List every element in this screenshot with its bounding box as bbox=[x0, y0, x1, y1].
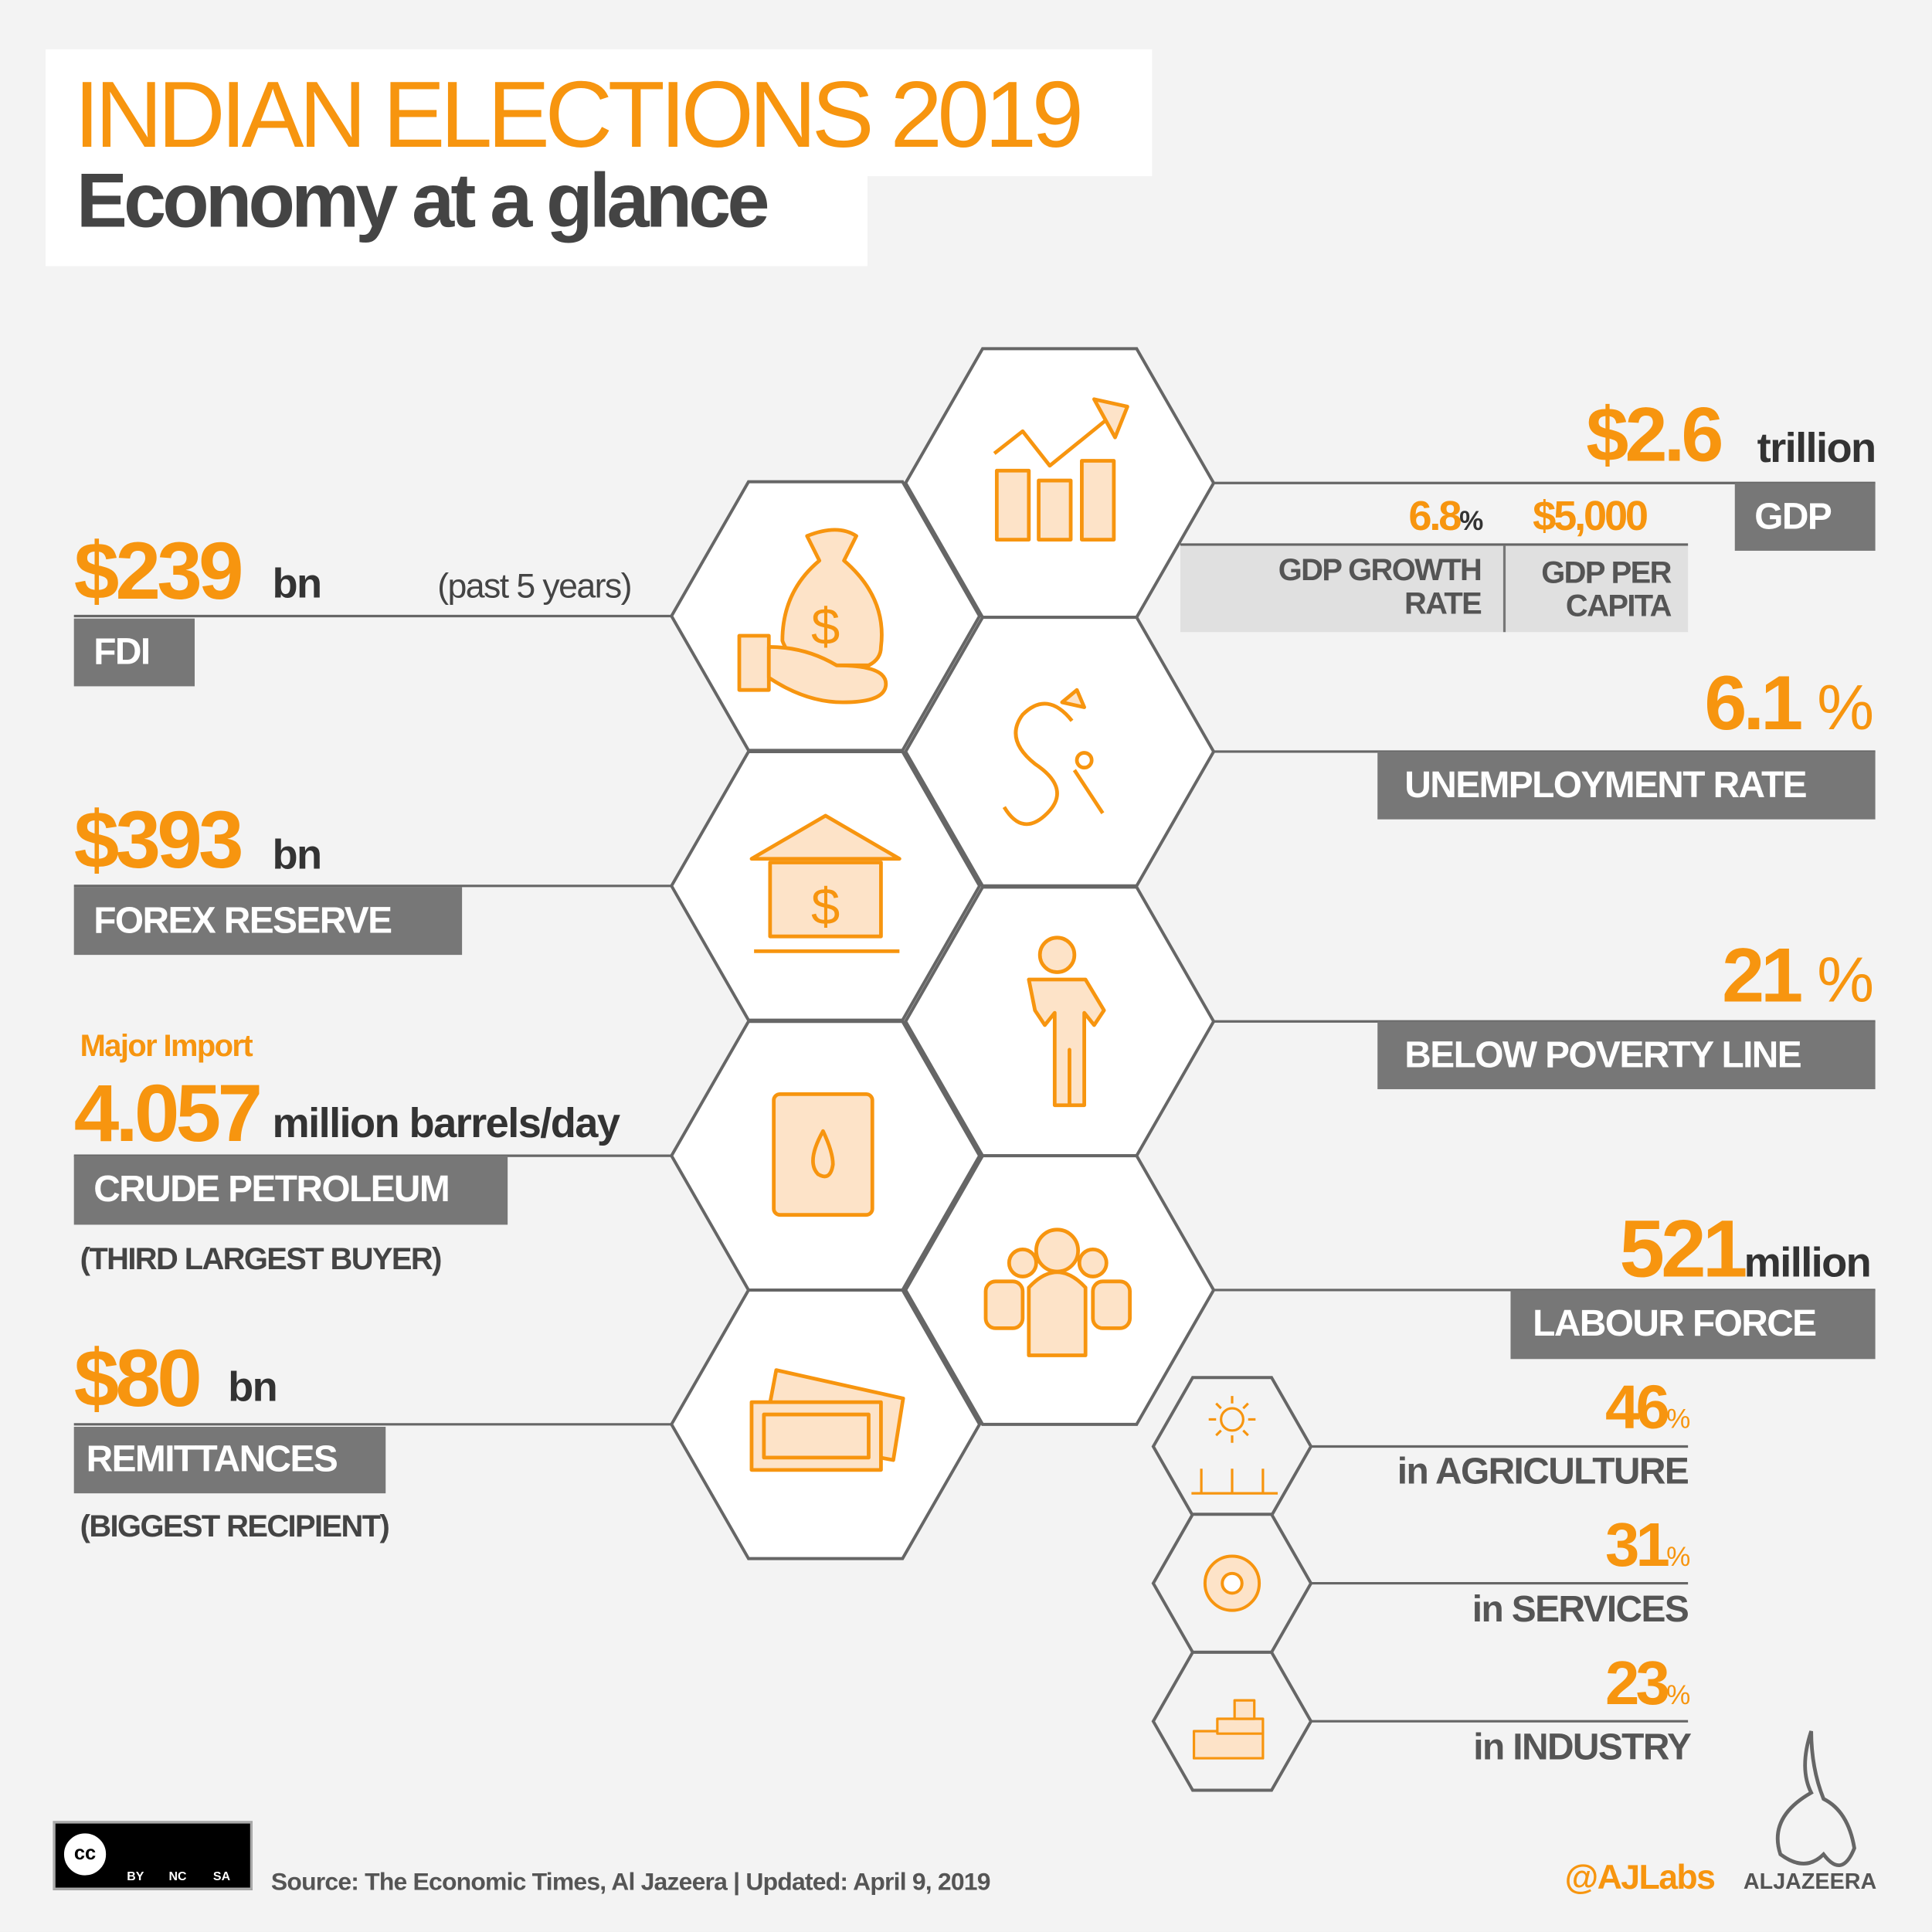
remittances-note: (BIGGEST RECIPIENT) bbox=[80, 1509, 390, 1544]
fdi-note: (past 5 years) bbox=[437, 566, 632, 606]
source-text: Source: The Economic Times, Al Jazeera |… bbox=[270, 1869, 991, 1896]
page-subtitle: Economy at a glance bbox=[76, 158, 770, 244]
unemployment-value: 6.1 % bbox=[1704, 660, 1874, 748]
ajlabs-handle[interactable]: @AJLabs bbox=[1564, 1858, 1716, 1896]
sector-services-unit: % bbox=[1666, 1541, 1691, 1573]
cc-nc: NC bbox=[168, 1870, 187, 1884]
cc-by: BY bbox=[127, 1870, 144, 1884]
sector-industry-number: 23 bbox=[1604, 1648, 1670, 1718]
labour-unit: million bbox=[1744, 1239, 1872, 1287]
money-bag-hand-icon: $ bbox=[737, 528, 888, 705]
subtitle-panel bbox=[46, 172, 868, 267]
sector-services-number: 31 bbox=[1604, 1510, 1670, 1580]
banknotes-icon bbox=[749, 1368, 905, 1472]
sector-industry-unit: % bbox=[1666, 1679, 1691, 1710]
page-title: INDIAN ELECTIONS 2019 bbox=[73, 63, 1084, 168]
labour-label: LABOUR FORCE bbox=[1510, 1289, 1876, 1360]
gdp-growth-value: 6.8% bbox=[1408, 493, 1483, 541]
growth-chart-icon bbox=[993, 397, 1129, 542]
services-gear-icon bbox=[1203, 1554, 1261, 1612]
svg-text:$: $ bbox=[811, 598, 840, 656]
sector-industry-value: 23% bbox=[1605, 1648, 1690, 1720]
bank-dollar-icon: $ bbox=[749, 813, 901, 953]
fdi-value: $239 bbox=[73, 525, 244, 616]
sector-services-value: 31% bbox=[1605, 1509, 1690, 1581]
crude-value: 4.057 bbox=[73, 1067, 263, 1159]
sector-agriculture-label: in AGRICULTURE bbox=[1397, 1451, 1689, 1492]
agriculture-sun-plants-icon bbox=[1191, 1396, 1278, 1495]
sector-services-label: in SERVICES bbox=[1472, 1589, 1689, 1631]
remittances-unit: bn bbox=[228, 1363, 278, 1411]
forex-unit: bn bbox=[272, 831, 322, 879]
gdp-per-capita-label-line1: GDP PER bbox=[1541, 555, 1672, 591]
cc-license-badge[interactable]: cc BY NC SA bbox=[53, 1821, 253, 1890]
labour-value: 521million bbox=[1619, 1201, 1872, 1295]
poverty-number: 21 bbox=[1722, 934, 1803, 1020]
cc-icon: cc bbox=[60, 1829, 110, 1879]
title-panel bbox=[46, 49, 1153, 177]
aljazeera-brand: ALJAZEERA bbox=[1743, 1869, 1877, 1894]
sector-agriculture-value: 46% bbox=[1605, 1371, 1690, 1443]
crude-unit: million barrels/day bbox=[272, 1100, 620, 1147]
fdi-unit: bn bbox=[272, 560, 322, 608]
crude-label: CRUDE PETROLEUM bbox=[73, 1156, 508, 1225]
person-icon bbox=[1027, 935, 1106, 1108]
labour-number: 521 bbox=[1619, 1202, 1747, 1294]
forex-value: $393 bbox=[73, 793, 244, 885]
industry-factory-icon bbox=[1192, 1699, 1265, 1760]
forex-label: FOREX RESERVE bbox=[73, 887, 463, 956]
gdp-unit: trillion bbox=[1757, 425, 1877, 472]
unemployment-number: 6.1 bbox=[1704, 661, 1803, 747]
gdp-growth-unit: % bbox=[1459, 504, 1483, 536]
sector-agriculture-unit: % bbox=[1666, 1403, 1691, 1435]
fdi-label: FDI bbox=[73, 618, 195, 687]
gdp-per-capita-label-line2: CAPITA bbox=[1565, 589, 1672, 624]
unemployment-label: UNEMPLOYMENT RATE bbox=[1377, 751, 1876, 820]
gdp-per-capita-value: $5,000 bbox=[1533, 493, 1648, 540]
oil-barrel-icon bbox=[772, 1092, 874, 1217]
poverty-unit: % bbox=[1817, 945, 1874, 1017]
crude-kicker: Major Import bbox=[80, 1028, 253, 1064]
remittances-label: REMITTANCES bbox=[73, 1427, 386, 1494]
sector-industry-label: in INDUSTRY bbox=[1473, 1727, 1692, 1768]
crude-note: (THIRD LARGEST BUYER) bbox=[80, 1241, 443, 1277]
gdp-per-capita-label: GDP PER CAPITA bbox=[1541, 555, 1672, 624]
gdp-growth-label-line1: GDP GROWTH bbox=[1278, 553, 1482, 588]
poverty-label: BELOW POVERTY LINE bbox=[1377, 1021, 1876, 1089]
remittances-value: $80 bbox=[73, 1332, 202, 1424]
svg-text:$: $ bbox=[811, 878, 840, 935]
unemployment-unit: % bbox=[1817, 672, 1874, 745]
gdp-growth-label-line2: RATE bbox=[1404, 586, 1482, 621]
gdp-label: GDP bbox=[1734, 483, 1876, 551]
gdp-growth-number: 6.8 bbox=[1408, 493, 1462, 540]
sector-agriculture-number: 46 bbox=[1604, 1372, 1670, 1442]
poverty-value: 21 % bbox=[1722, 932, 1874, 1020]
unemployment-dollar-icon bbox=[1002, 688, 1105, 827]
cc-sa: SA bbox=[212, 1870, 231, 1884]
gdp-value: $2.6 bbox=[1586, 392, 1723, 478]
gdp-growth-label: GDP GROWTH RATE bbox=[1278, 553, 1482, 621]
labour-force-people-icon bbox=[983, 1227, 1132, 1357]
